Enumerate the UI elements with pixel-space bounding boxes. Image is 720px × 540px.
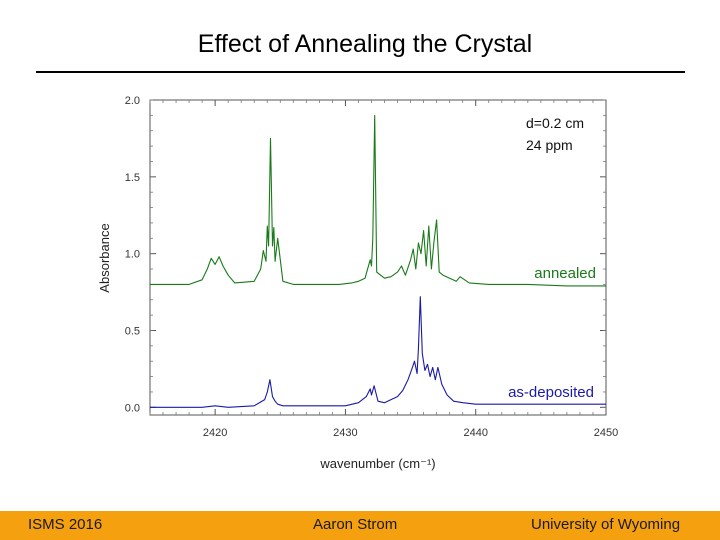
legend-as-deposited: as-deposited [508,384,594,401]
series-line-as-deposited [150,296,606,408]
plot-area [149,99,607,416]
series-layer [150,114,606,408]
annotation-thickness: d=0.2 cm [526,115,584,131]
x-tick-label: 2440 [463,427,487,439]
y-tick-label: 0.5 [125,325,140,337]
absorbance-chart: 2420 2430 2440 2450 0.0 0.5 1.0 1.5 2.0 wavenum… [97,95,618,471]
legend-annealed: annealed [534,265,596,282]
series-line-annealed [150,114,606,287]
y-tick-label: 0.0 [125,402,140,414]
footer-author: Aaron Strom [313,516,398,533]
footer-institution: University of Wyoming [531,516,681,533]
x-axis: 2420 2430 2440 2450 [149,100,618,439]
y-axis: 0.0 0.5 1.0 1.5 2.0 [125,95,606,414]
footer-bar: ISMS 2016 Aaron Strom University of Wyom… [0,511,720,540]
y-tick-label: 1.5 [125,172,140,184]
x-axis-label: wavenumber (cm⁻¹) [319,456,435,471]
annotation-concentration: 24 ppm [526,137,573,153]
slide-title: Effect of Annealing the Crystal [197,30,533,58]
footer-conference: ISMS 2016 [28,516,103,533]
x-tick-label: 2420 [203,427,227,439]
title-divider [36,71,685,73]
x-tick-label: 2450 [594,427,618,439]
x-tick-label: 2430 [333,427,357,439]
y-tick-label: 1.0 [125,249,140,261]
y-axis-label: Absorbance [97,223,112,292]
y-tick-label: 2.0 [125,95,140,107]
